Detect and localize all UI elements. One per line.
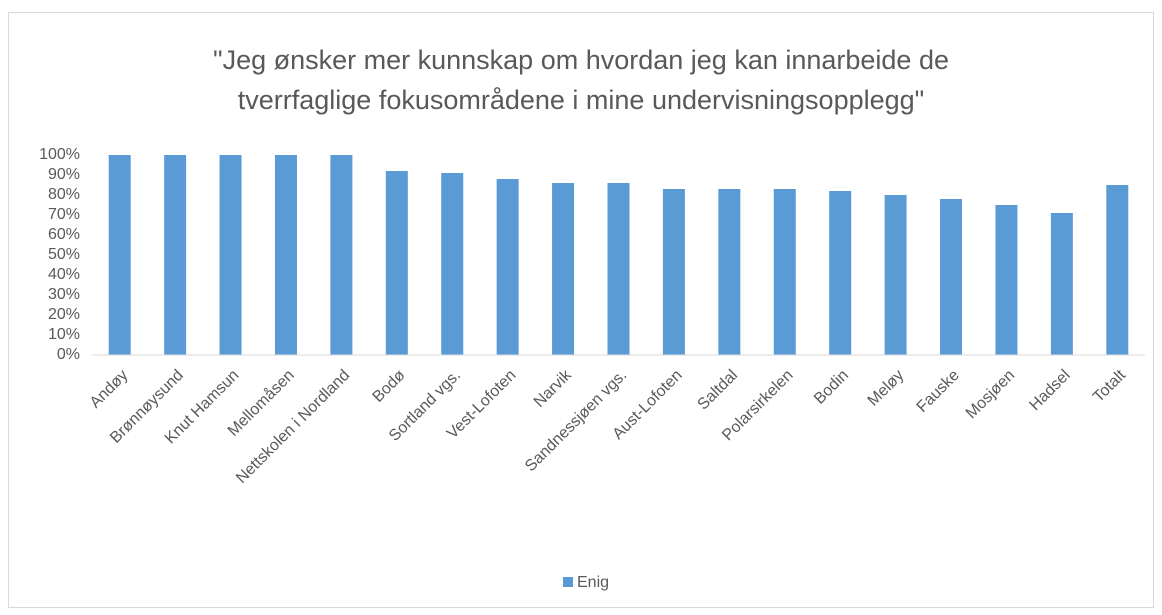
y-tick-label: 40% — [48, 266, 80, 283]
bar — [496, 179, 519, 355]
chart-title: "Jeg ønsker mer kunnskap om hvordan jeg … — [213, 45, 949, 75]
bar — [330, 155, 353, 355]
y-tick-label: 20% — [48, 306, 80, 323]
bar — [607, 183, 630, 355]
legend-swatch — [563, 577, 573, 587]
bar — [1106, 185, 1129, 355]
y-tick-label: 0% — [57, 346, 80, 363]
bar — [884, 195, 907, 355]
bar — [718, 189, 741, 355]
bar — [164, 155, 187, 355]
bar — [385, 171, 408, 355]
chart-title: tverrfaglige fokusområdene i mine underv… — [238, 85, 924, 115]
bar — [108, 155, 131, 355]
y-tick-label: 50% — [48, 246, 80, 263]
bar — [274, 155, 297, 355]
bar — [995, 205, 1018, 355]
legend-label: Enig — [577, 574, 609, 591]
y-tick-label: 10% — [48, 326, 80, 343]
y-tick-label: 70% — [48, 206, 80, 223]
y-tick-label: 80% — [48, 186, 80, 203]
bar — [662, 189, 685, 355]
bar — [940, 199, 963, 355]
y-tick-label: 90% — [48, 166, 80, 183]
bar — [1050, 213, 1073, 355]
bar — [441, 173, 464, 355]
y-tick-label: 100% — [39, 146, 80, 163]
bar — [552, 183, 575, 355]
bar — [219, 155, 242, 355]
y-tick-label: 30% — [48, 286, 80, 303]
bar — [829, 191, 852, 355]
bar — [773, 189, 796, 355]
chart-border — [8, 12, 1154, 608]
y-tick-label: 60% — [48, 226, 80, 243]
